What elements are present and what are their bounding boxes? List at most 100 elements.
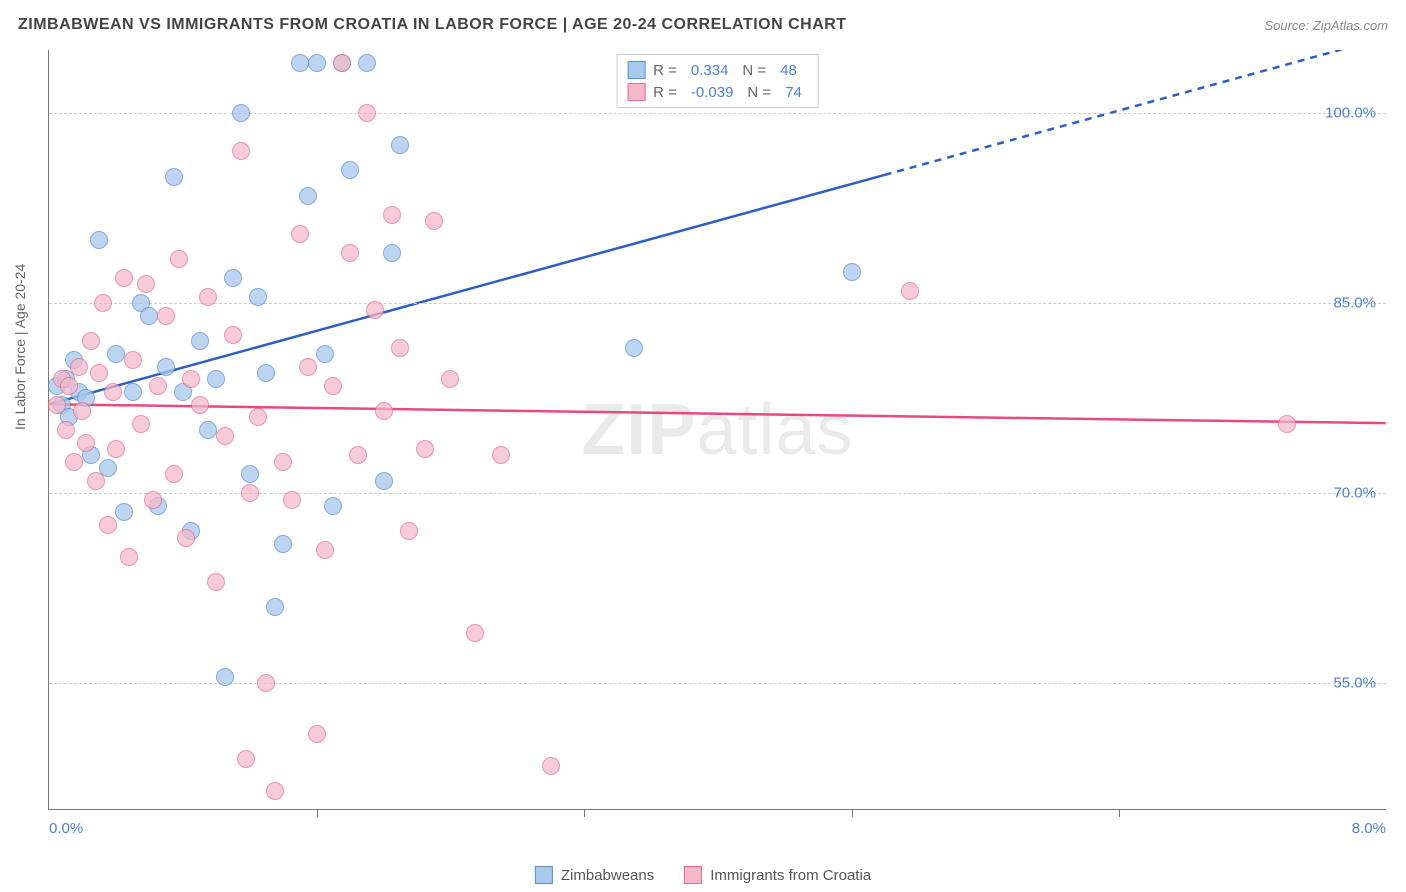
n-label: N =	[742, 62, 766, 79]
y-tick-label: 100.0%	[1325, 105, 1376, 122]
r-value-series2: -0.039	[691, 84, 734, 101]
scatter-point	[308, 725, 326, 743]
n-value-series2: 74	[785, 84, 802, 101]
scatter-point	[157, 307, 175, 325]
legend-stats-row-1: R = 0.334 N = 48	[627, 59, 808, 81]
scatter-point	[441, 370, 459, 388]
x-tick	[852, 809, 853, 817]
legend-label-series1: Zimbabweans	[561, 867, 654, 884]
scatter-point	[124, 351, 142, 369]
scatter-point	[144, 491, 162, 509]
scatter-point	[466, 624, 484, 642]
scatter-point	[87, 472, 105, 490]
scatter-point	[107, 345, 125, 363]
scatter-point	[165, 465, 183, 483]
scatter-point	[77, 434, 95, 452]
chart-title: ZIMBABWEAN VS IMMIGRANTS FROM CROATIA IN…	[18, 16, 847, 34]
scatter-point	[90, 364, 108, 382]
scatter-point	[375, 402, 393, 420]
scatter-point	[274, 453, 292, 471]
scatter-point	[199, 421, 217, 439]
scatter-point	[375, 472, 393, 490]
gridline-horizontal	[49, 303, 1386, 304]
scatter-point	[391, 136, 409, 154]
scatter-point	[266, 598, 284, 616]
scatter-point	[191, 332, 209, 350]
watermark-light: atlas	[696, 390, 853, 470]
scatter-point	[249, 408, 267, 426]
n-label: N =	[747, 84, 771, 101]
scatter-point	[70, 358, 88, 376]
scatter-point	[73, 402, 91, 420]
r-value-series1: 0.334	[691, 62, 729, 79]
scatter-point	[237, 750, 255, 768]
y-tick-label: 70.0%	[1333, 485, 1376, 502]
scatter-point	[157, 358, 175, 376]
scatter-point	[901, 282, 919, 300]
x-tick	[584, 809, 585, 817]
legend-label-series2: Immigrants from Croatia	[710, 867, 871, 884]
scatter-point	[182, 370, 200, 388]
scatter-point	[542, 757, 560, 775]
scatter-point	[349, 446, 367, 464]
scatter-point	[425, 212, 443, 230]
x-tick-label: 0.0%	[49, 820, 83, 837]
scatter-point	[216, 668, 234, 686]
scatter-point	[120, 548, 138, 566]
scatter-point	[358, 104, 376, 122]
scatter-point	[283, 491, 301, 509]
scatter-point	[90, 231, 108, 249]
scatter-point	[65, 453, 83, 471]
scatter-point	[94, 294, 112, 312]
r-label: R =	[653, 84, 677, 101]
scatter-point	[60, 377, 78, 395]
scatter-point	[170, 250, 188, 268]
scatter-point	[132, 415, 150, 433]
watermark: ZIPatlas	[581, 389, 853, 471]
scatter-point	[324, 497, 342, 515]
n-value-series1: 48	[780, 62, 797, 79]
scatter-point	[241, 484, 259, 502]
scatter-point	[366, 301, 384, 319]
x-tick	[317, 809, 318, 817]
r-label: R =	[653, 62, 677, 79]
scatter-point	[115, 503, 133, 521]
scatter-point	[291, 225, 309, 243]
scatter-point	[316, 541, 334, 559]
legend-stats-row-2: R = -0.039 N = 74	[627, 81, 808, 103]
scatter-point	[257, 674, 275, 692]
scatter-point	[232, 104, 250, 122]
legend-swatch-series1	[627, 61, 645, 79]
legend-series: Zimbabweans Immigrants from Croatia	[535, 866, 871, 884]
scatter-point	[232, 142, 250, 160]
scatter-point	[207, 370, 225, 388]
watermark-bold: ZIP	[581, 390, 696, 470]
scatter-point	[299, 187, 317, 205]
scatter-point	[199, 288, 217, 306]
trend-line-solid	[49, 175, 884, 404]
scatter-point	[165, 168, 183, 186]
legend-item-series1: Zimbabweans	[535, 866, 654, 884]
scatter-point	[137, 275, 155, 293]
scatter-point	[383, 206, 401, 224]
scatter-point	[207, 573, 225, 591]
scatter-point	[107, 440, 125, 458]
x-tick-label: 8.0%	[1352, 820, 1386, 837]
legend-swatch-series2	[684, 866, 702, 884]
scatter-point	[249, 288, 267, 306]
scatter-point	[843, 263, 861, 281]
scatter-point	[391, 339, 409, 357]
scatter-point	[291, 54, 309, 72]
scatter-point	[333, 54, 351, 72]
scatter-point	[241, 465, 259, 483]
legend-item-series2: Immigrants from Croatia	[684, 866, 871, 884]
scatter-point	[299, 358, 317, 376]
scatter-point	[48, 396, 66, 414]
source-attribution: Source: ZipAtlas.com	[1264, 18, 1388, 33]
scatter-point	[99, 516, 117, 534]
scatter-point	[358, 54, 376, 72]
y-tick-label: 85.0%	[1333, 295, 1376, 312]
scatter-point	[416, 440, 434, 458]
scatter-point	[177, 529, 195, 547]
legend-swatch-series1	[535, 866, 553, 884]
